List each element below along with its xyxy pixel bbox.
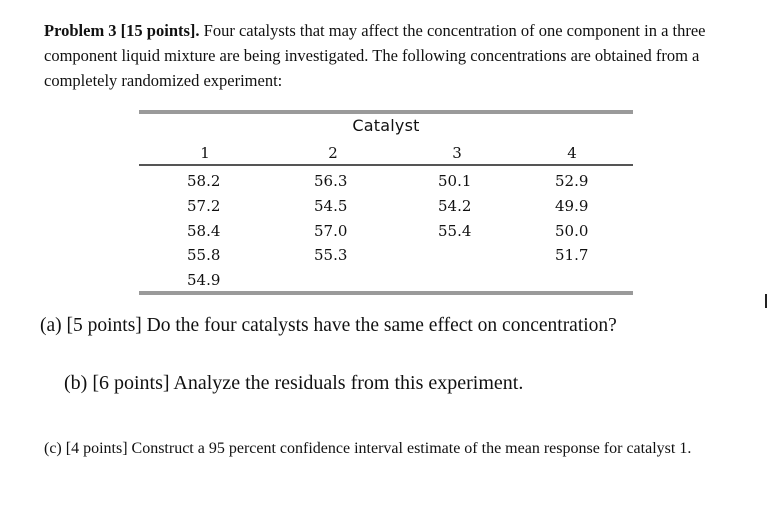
problem-statement: Problem 3 [15 points]. Four catalysts th… (44, 18, 734, 93)
edge-mark (765, 294, 767, 308)
question-a: (a) [5 points] Do the four catalysts hav… (40, 315, 617, 336)
question-b: (b) [6 points] Analyze the residuals fro… (64, 372, 524, 394)
column-header-4: 4 (567, 144, 577, 162)
table-cell: 54.5 (314, 197, 348, 215)
table-cell: 55.4 (438, 222, 472, 240)
table-caption: Catalyst (352, 116, 420, 135)
question-c: (c) [4 points] Construct a 95 percent co… (44, 440, 692, 457)
table-top-rule (139, 110, 633, 114)
table-cell: 57.0 (314, 222, 348, 240)
table-cell: 55.3 (314, 246, 348, 264)
table-cell: 55.8 (187, 246, 221, 264)
table-cell: 56.3 (314, 172, 348, 190)
problem-text: Four catalysts that may affect the conce… (44, 21, 706, 90)
table-cell: 49.9 (555, 197, 589, 215)
table-cell: 52.9 (555, 172, 589, 190)
table-cell: 51.7 (555, 246, 589, 264)
table-cell: 58.4 (187, 222, 221, 240)
table-cell: 50.1 (438, 172, 472, 190)
table-cell: 58.2 (187, 172, 221, 190)
column-header-2: 2 (328, 144, 338, 162)
column-header-1: 1 (200, 144, 210, 162)
problem-heading: Problem 3 [15 points]. (44, 21, 200, 40)
header-rule (139, 164, 633, 166)
table-cell: 57.2 (187, 197, 221, 215)
table-cell: 54.2 (438, 197, 472, 215)
table-cell: 50.0 (555, 222, 589, 240)
table-cell: 54.9 (187, 271, 221, 289)
column-header-3: 3 (452, 144, 462, 162)
table-bottom-rule (139, 291, 633, 295)
